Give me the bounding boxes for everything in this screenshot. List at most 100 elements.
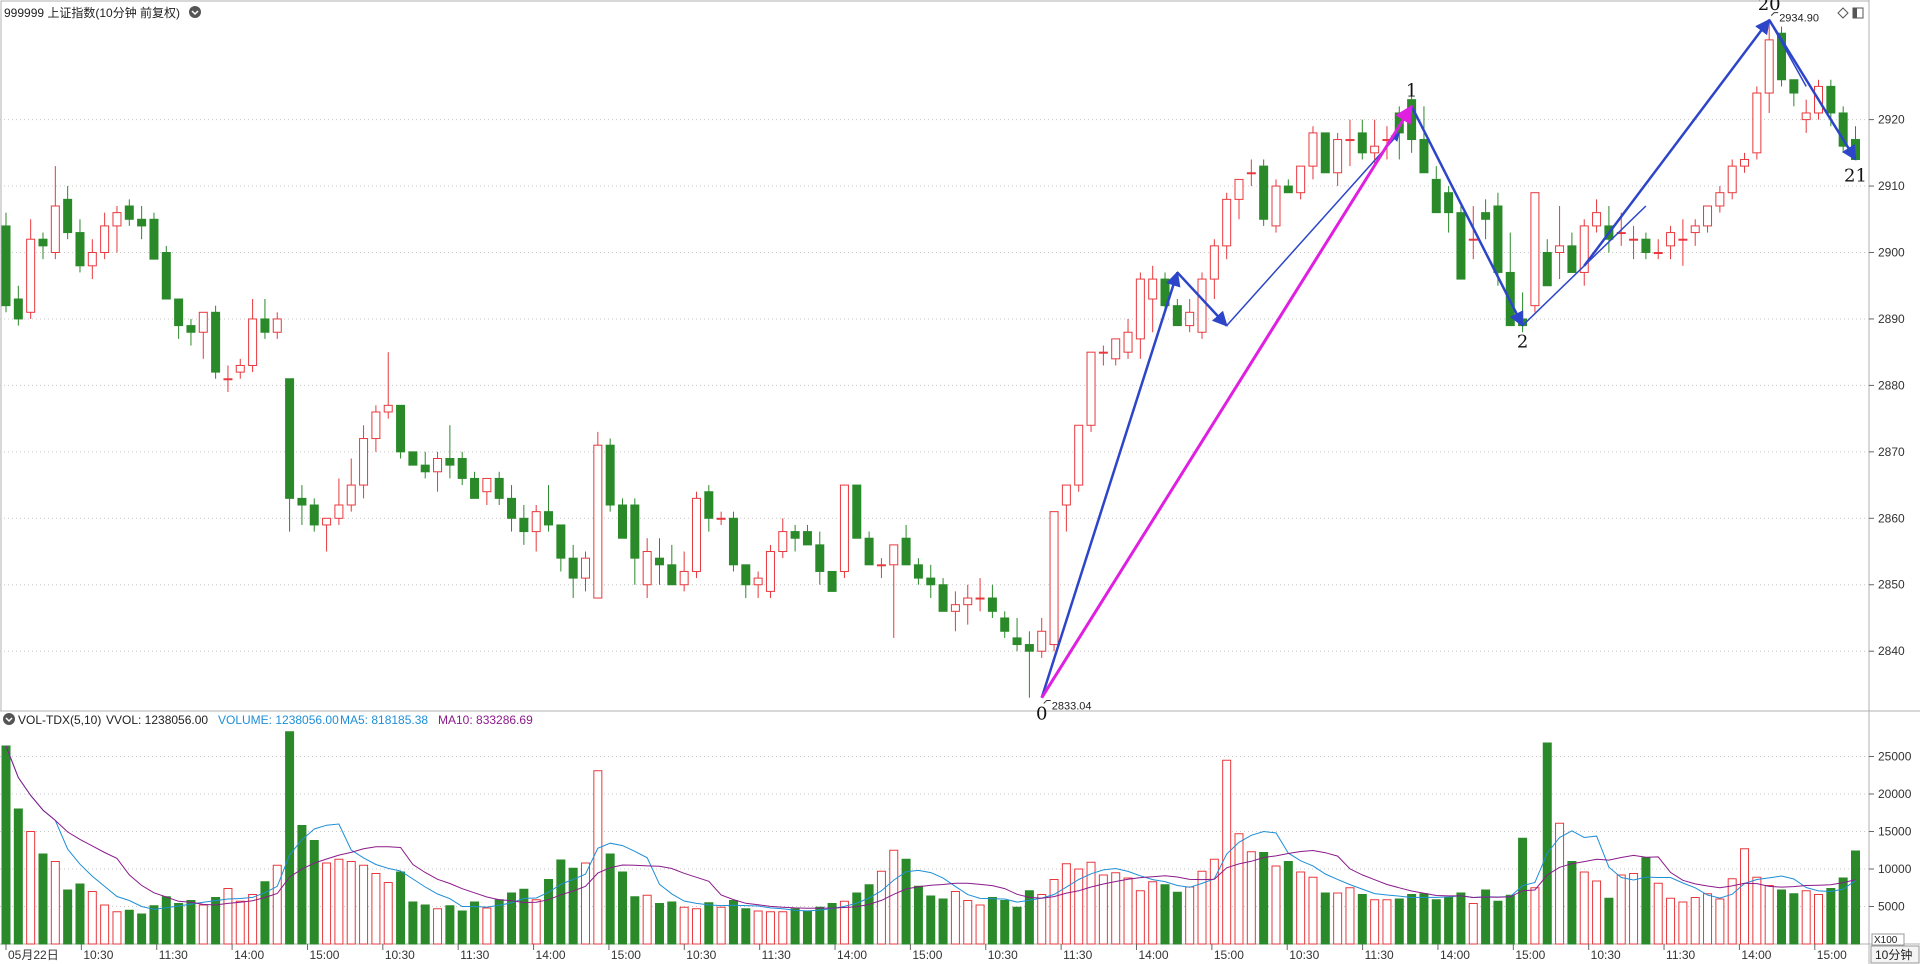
candle-body bbox=[1197, 278, 1207, 333]
volume-tick-label: 15000 bbox=[1878, 825, 1912, 839]
volume-bar bbox=[1468, 903, 1478, 945]
candle-body bbox=[1135, 278, 1145, 340]
volume-bar bbox=[396, 871, 406, 945]
volume-bar bbox=[1567, 861, 1577, 945]
candle-body bbox=[174, 298, 184, 327]
candle-body bbox=[507, 497, 517, 519]
candle-body bbox=[383, 404, 393, 413]
volume-bar bbox=[1604, 897, 1614, 945]
candle-body bbox=[1468, 238, 1478, 241]
volume-bar bbox=[137, 913, 147, 945]
volume-bar bbox=[1777, 889, 1787, 945]
volume-tick-label: 5000 bbox=[1878, 900, 1905, 914]
volume-bar bbox=[174, 903, 184, 945]
candle-body bbox=[1493, 205, 1503, 273]
candle-body bbox=[876, 564, 886, 567]
volume-bar bbox=[13, 808, 23, 945]
price-marker-pointer bbox=[1043, 699, 1051, 704]
candle-body bbox=[1098, 351, 1108, 354]
volume-bar bbox=[790, 908, 800, 945]
volume-bar bbox=[556, 859, 566, 945]
volume-bar bbox=[1086, 861, 1096, 945]
candle-body bbox=[901, 537, 911, 566]
time-tick-label: 14:00 bbox=[234, 948, 264, 962]
candle-body bbox=[987, 597, 997, 612]
candle-body bbox=[926, 577, 936, 586]
volume-bar bbox=[581, 862, 591, 945]
volume-bar bbox=[975, 904, 985, 945]
candle-body bbox=[1407, 99, 1417, 141]
volume-bar bbox=[630, 896, 640, 945]
volume-bar bbox=[383, 882, 393, 945]
period-button[interactable] bbox=[1870, 945, 1920, 964]
volume-bar bbox=[272, 864, 282, 945]
volume-ma5-line bbox=[5, 745, 1856, 912]
volume-bar bbox=[482, 907, 492, 945]
price-tick-label: 2870 bbox=[1878, 445, 1905, 459]
candle-body bbox=[1123, 331, 1133, 353]
candle-body bbox=[1074, 424, 1084, 486]
candle-body bbox=[1727, 165, 1737, 194]
volume-bar bbox=[1456, 892, 1466, 945]
price-tick-label: 2840 bbox=[1878, 644, 1905, 658]
candle-body bbox=[864, 537, 874, 566]
diamond-icon[interactable] bbox=[1837, 7, 1849, 19]
volume-bar bbox=[1444, 897, 1454, 945]
candle-body bbox=[1579, 225, 1589, 273]
volume-tick-label: 10000 bbox=[1878, 862, 1912, 876]
candle-body bbox=[1086, 351, 1096, 426]
price-tick-label: 2900 bbox=[1878, 246, 1905, 260]
candle-body bbox=[618, 504, 627, 539]
candle-body bbox=[1308, 132, 1318, 167]
volume-bar bbox=[198, 904, 208, 945]
candle-body bbox=[1333, 139, 1343, 174]
candle-body bbox=[839, 484, 849, 572]
volume-axis: 5000 10000 15000 20000 25000 bbox=[1869, 750, 1912, 914]
wave-label: 21 bbox=[1844, 165, 1867, 186]
volume-bar bbox=[950, 891, 960, 945]
volume-bar bbox=[913, 885, 923, 945]
candle-body bbox=[531, 511, 541, 533]
candle-body bbox=[346, 484, 356, 506]
candle-body bbox=[1320, 132, 1330, 174]
volume-bar bbox=[1172, 891, 1182, 945]
candle-body bbox=[1357, 132, 1367, 154]
volume-bar bbox=[1530, 887, 1540, 945]
time-tick-label: 14:00 bbox=[536, 948, 566, 962]
candle-body bbox=[1530, 192, 1540, 307]
candle-body bbox=[50, 205, 60, 254]
volume-bar bbox=[765, 911, 775, 945]
price-marker-label: 2934.90 bbox=[1779, 13, 1819, 25]
volume-bar bbox=[100, 904, 110, 945]
volume-bar bbox=[112, 911, 122, 945]
volume-bar bbox=[1419, 893, 1429, 945]
volume-bar bbox=[1555, 822, 1565, 945]
volume-bar bbox=[716, 906, 726, 945]
volume-bar bbox=[1666, 897, 1676, 945]
wave-annotations: 0 1 2 20 21 2833.04 2934.90 bbox=[1036, 0, 1867, 725]
volume-bar bbox=[679, 906, 689, 945]
settings-dropdown-icon[interactable] bbox=[189, 6, 201, 18]
volume-bar bbox=[1296, 871, 1306, 945]
volume-bar bbox=[1764, 885, 1774, 945]
window-icon[interactable] bbox=[1852, 7, 1864, 19]
candle-body bbox=[260, 318, 270, 333]
candle-body bbox=[1801, 112, 1811, 121]
candle-body bbox=[112, 212, 122, 227]
volume-bar bbox=[1123, 877, 1133, 945]
volume-bar bbox=[1690, 897, 1700, 945]
candle-body bbox=[124, 205, 134, 220]
wave-segment bbox=[1583, 18, 1771, 267]
volume-dropdown-icon[interactable] bbox=[3, 713, 15, 725]
volume-bar bbox=[1074, 868, 1084, 945]
price-tick-label: 2880 bbox=[1878, 378, 1905, 392]
time-tick-label: 15:00 bbox=[1817, 948, 1847, 962]
candle-body bbox=[161, 252, 171, 300]
volume-bar bbox=[815, 906, 825, 945]
volume-bar bbox=[186, 900, 196, 945]
candle-body bbox=[223, 378, 233, 381]
candle-body bbox=[63, 198, 73, 234]
time-tick-label: 10:30 bbox=[1289, 948, 1319, 962]
candle-body bbox=[186, 325, 196, 333]
volume-bar bbox=[839, 900, 849, 945]
